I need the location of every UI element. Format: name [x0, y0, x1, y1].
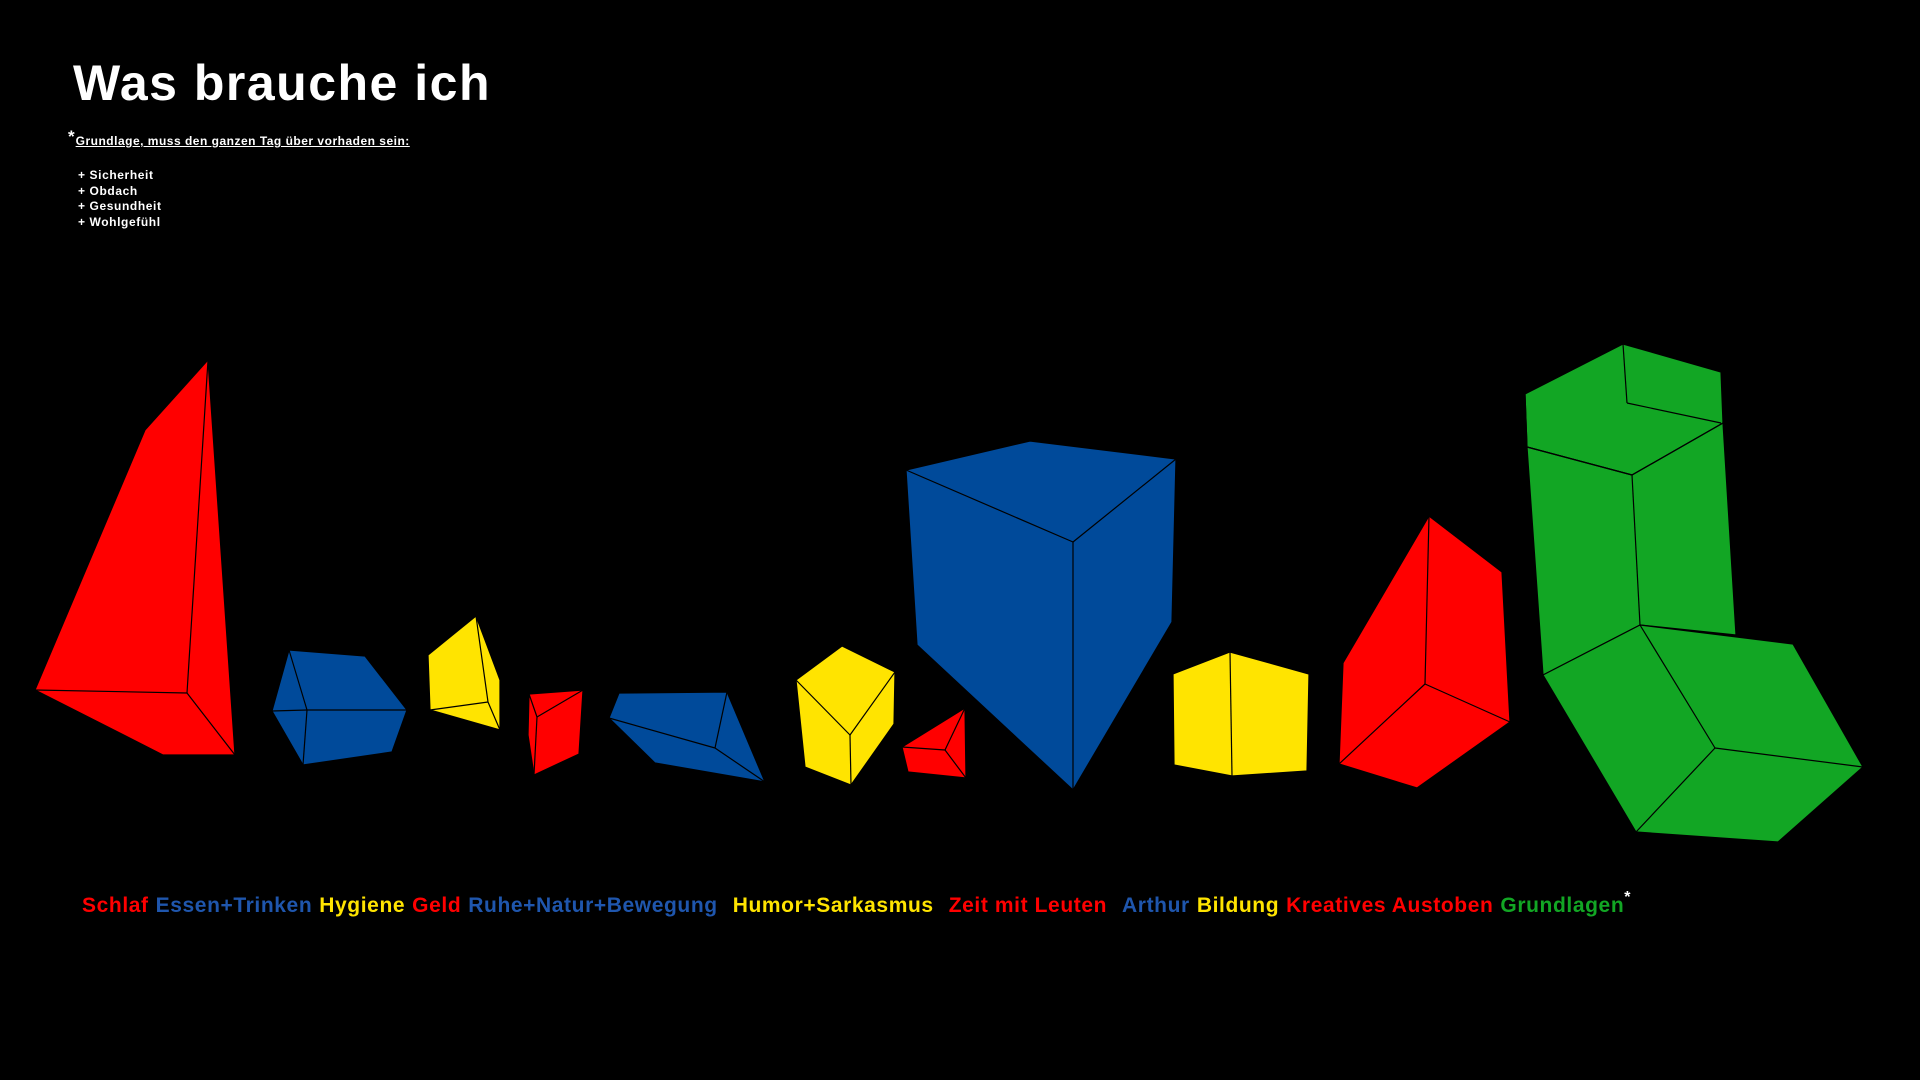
shape-edge — [1229, 651, 1233, 777]
shape-edge — [849, 734, 852, 786]
legend-item-arthur: Arthur — [1122, 894, 1190, 917]
legend: Schlaf Essen+Trinken Hygiene Geld Ruhe+Natur… — [82, 889, 1631, 918]
shape-face — [1542, 624, 1864, 843]
legend-item-humor-sarkasmus: Humor+Sarkasmus — [732, 894, 934, 917]
shape-face — [901, 707, 967, 779]
shape-edge — [901, 746, 946, 751]
shape-humor-sarkasmus — [795, 645, 896, 786]
shape-edge — [944, 707, 966, 751]
legend-item-bildung: Bildung — [1196, 894, 1280, 917]
shape-edge — [714, 747, 766, 783]
shape-edge — [271, 709, 308, 712]
foundation-list-item: + Obdach — [78, 183, 138, 198]
shape-edge — [302, 709, 308, 766]
shape-edge — [1424, 683, 1511, 723]
shape-face — [527, 689, 584, 776]
shape-edge — [1072, 458, 1177, 543]
shape-face — [427, 615, 501, 731]
shape-hygiene — [427, 615, 501, 731]
shape-essen-trinken — [271, 649, 408, 766]
foundation-list-item: + Sicherheit — [78, 168, 154, 182]
legend-item-zeit-mit-leuten: Zeit mit Leuten — [948, 894, 1108, 917]
shape-edge — [34, 689, 188, 694]
shape-kreatives-austoben — [1338, 515, 1511, 789]
shape-edge — [487, 701, 501, 731]
legend-item-schlaf: Schlaf — [82, 894, 149, 917]
shape-schlaf — [34, 359, 236, 756]
legend-item-ruhe-natur-bewegung: Ruhe+Natur+Bewegung — [468, 894, 718, 917]
foundation-note: *Grundlage, muss den ganzen Tag über vor… — [68, 127, 410, 150]
shape-face — [905, 440, 1177, 791]
shape-edge — [1639, 624, 1716, 749]
shape-face — [795, 645, 896, 786]
shape-face — [608, 691, 766, 783]
shape-edge — [849, 671, 896, 736]
shape-edge — [1424, 515, 1430, 685]
shape-face — [1172, 651, 1310, 777]
shape-bildung — [1172, 651, 1310, 777]
shape-edge — [1714, 747, 1864, 768]
footnote-star: * — [68, 127, 75, 146]
shape-edge — [1635, 747, 1716, 833]
shape-arthur — [905, 440, 1177, 791]
shape-edge — [1622, 343, 1628, 404]
footnote-star: * — [1624, 889, 1632, 906]
shape-edge — [1524, 393, 1528, 448]
shape-edge — [905, 469, 1074, 543]
legend-item-essen-trinken: Essen+Trinken — [155, 894, 313, 917]
shape-edge — [608, 717, 716, 749]
shape-edge — [536, 689, 584, 718]
shape-face — [271, 649, 408, 766]
shape-edge — [186, 359, 209, 694]
shape-edge — [944, 749, 967, 779]
shape-edge — [475, 615, 489, 703]
shape-edge — [1626, 402, 1722, 424]
shape-edge — [795, 679, 851, 736]
shape-edge — [533, 716, 538, 776]
shape-geld — [527, 689, 584, 776]
shape-edge — [528, 693, 538, 718]
page-title: Was brauche ich — [73, 55, 491, 111]
shape-edge — [1338, 683, 1426, 765]
shape-edge — [1631, 422, 1724, 476]
foundation-note-heading: Grundlage, muss den ganzen Tag über vorh… — [75, 134, 410, 148]
shape-face — [34, 359, 236, 756]
shape-edge — [429, 701, 489, 711]
shape-ruhe-natur-bewegung — [608, 691, 766, 783]
foundation-list: + Sicherheit + Obdach + Gesundheit + Woh… — [78, 168, 162, 230]
shape-edge — [714, 691, 728, 749]
legend-item-geld: Geld — [412, 894, 462, 917]
legend-item-grundlagen: Grundlagen — [1500, 894, 1625, 917]
shape-edge — [186, 692, 236, 756]
shape-face — [1338, 515, 1511, 789]
shape-edge — [1526, 446, 1633, 476]
foundation-list-item: + Gesundheit — [78, 199, 162, 213]
shape-zeit-mit-leuten — [901, 707, 967, 779]
shape-edge — [288, 649, 308, 711]
foundation-list-item: + Wohlgefühl — [78, 214, 161, 229]
legend-item-kreatives-austoben: Kreatives Austoben — [1286, 894, 1494, 917]
shape-edge — [1631, 474, 1641, 626]
shape-grundlagen — [1524, 343, 1864, 843]
legend-item-hygiene: Hygiene — [319, 894, 406, 917]
